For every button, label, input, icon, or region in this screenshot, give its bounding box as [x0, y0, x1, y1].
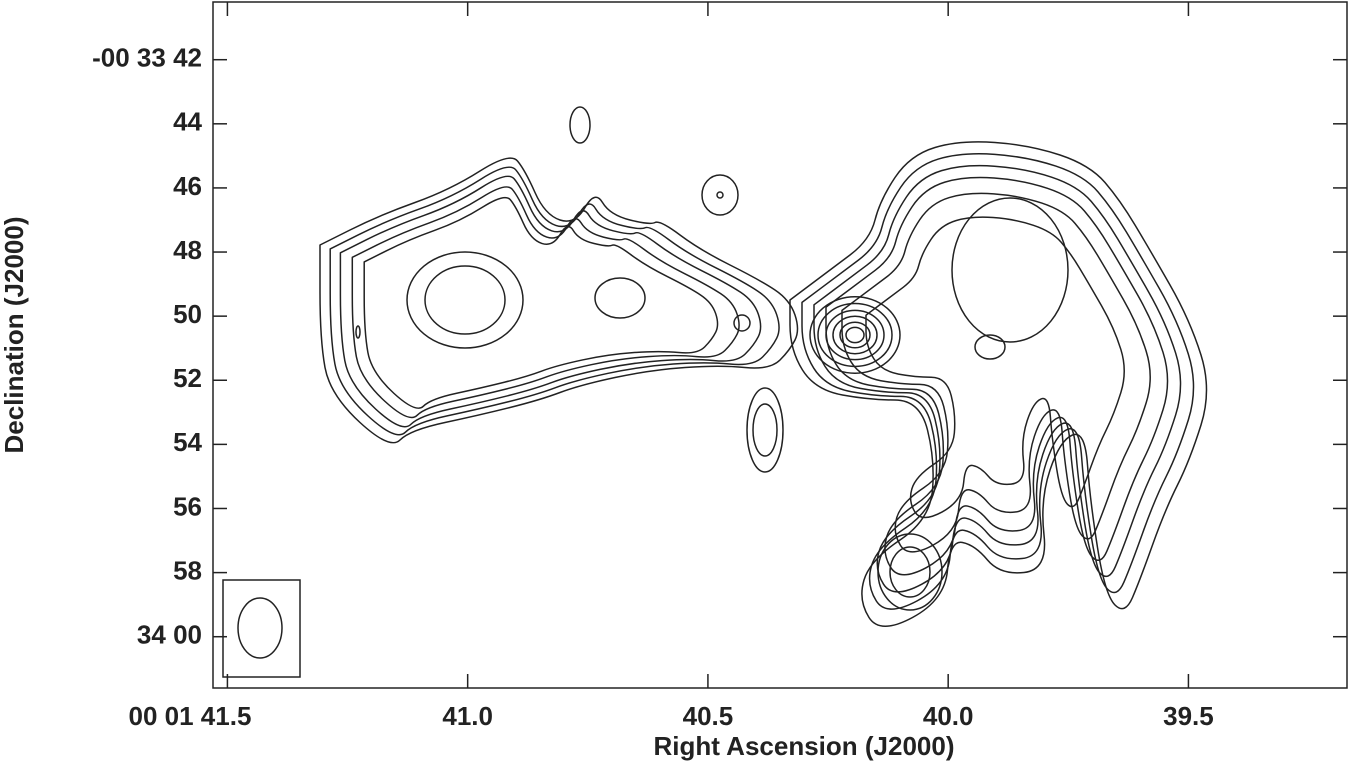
y-tick-label: -00 33 42 — [92, 43, 202, 73]
contour — [809, 296, 901, 374]
y-tick-label: 48 — [173, 235, 202, 265]
y-tick-label: 34 00 — [137, 620, 202, 650]
contour — [424, 265, 506, 335]
beam — [237, 597, 283, 659]
x-tick-label: 39.5 — [1163, 701, 1214, 731]
contour — [951, 197, 1069, 343]
y-tick-label: 44 — [173, 107, 202, 137]
contour — [355, 325, 361, 339]
contour — [845, 326, 865, 344]
x-axis-title: Right Ascension (J2000) — [653, 731, 954, 761]
contours — [319, 106, 1208, 627]
y-tick-label: 50 — [173, 299, 202, 329]
contour — [594, 277, 646, 319]
contour — [752, 403, 778, 457]
x-tick-label: 41.0 — [442, 701, 493, 731]
contour — [569, 106, 591, 144]
contour — [825, 309, 885, 361]
y-tick-label: 52 — [173, 363, 202, 393]
y-tick-label: 56 — [173, 491, 202, 521]
x-tick-label: 00 01 41.5 — [129, 701, 252, 731]
contour — [889, 546, 931, 598]
contour — [339, 175, 762, 428]
contour — [329, 166, 780, 436]
contour — [825, 176, 1169, 576]
contour — [789, 141, 1208, 627]
contour — [746, 387, 784, 473]
contour — [351, 186, 740, 419]
contour — [817, 302, 893, 368]
contour — [813, 164, 1182, 593]
contour — [716, 191, 724, 199]
contour — [319, 157, 799, 444]
contour — [877, 533, 943, 611]
y-axis-title: Declination (J2000) — [0, 217, 29, 454]
x-tick-label: 40.0 — [923, 701, 974, 731]
contour — [974, 334, 1006, 360]
y-tick-label: 46 — [173, 171, 202, 201]
x-tick-label: 40.5 — [683, 701, 734, 731]
contour — [865, 216, 1125, 519]
y-tick-label: 54 — [173, 427, 202, 457]
contour — [841, 192, 1151, 553]
contour — [733, 314, 751, 332]
contour — [363, 196, 719, 409]
contour — [801, 153, 1195, 610]
contour — [406, 251, 524, 349]
contour — [839, 321, 871, 349]
y-tick-label: 58 — [173, 555, 202, 585]
beam-box — [222, 579, 301, 678]
contour — [701, 174, 739, 216]
plot-frame — [212, 1, 1348, 689]
contour — [832, 315, 878, 355]
